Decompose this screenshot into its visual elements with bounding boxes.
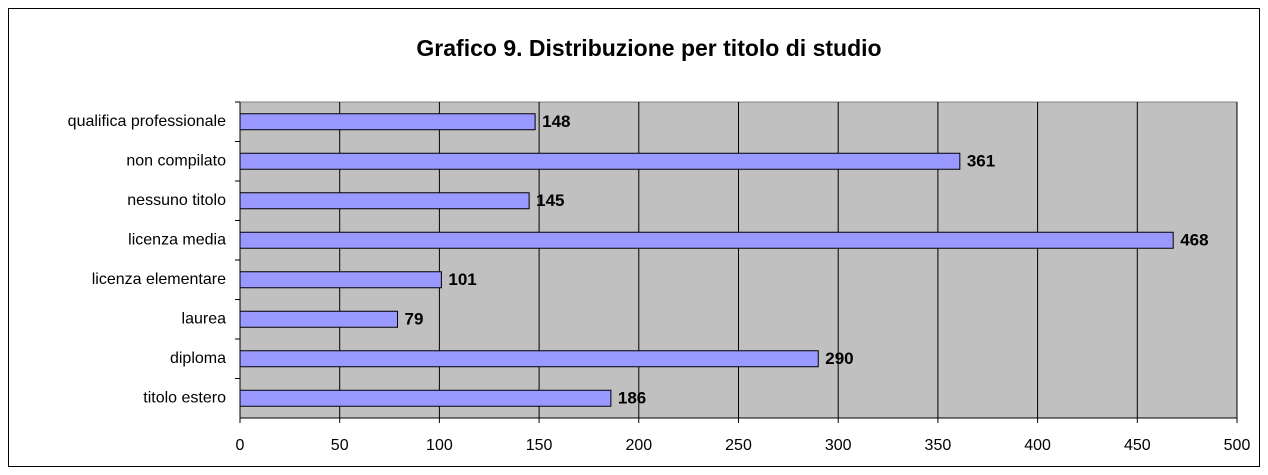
bar	[239, 310, 399, 328]
chart-title: Grafico 9. Distribuzione per titolo di s…	[416, 35, 881, 61]
x-tick-label: 50	[331, 437, 349, 454]
x-tick-label: 0	[236, 437, 245, 454]
bar	[239, 350, 819, 368]
x-tick-label: 300	[825, 437, 852, 454]
value-label: 148	[542, 112, 570, 131]
x-tick-label: 500	[1224, 437, 1251, 454]
value-label: 290	[825, 349, 853, 368]
bar	[239, 152, 961, 170]
x-tick-label: 350	[925, 437, 952, 454]
x-tick-label: 400	[1024, 437, 1051, 454]
x-tick-label: 100	[426, 437, 453, 454]
value-label: 101	[448, 270, 476, 289]
y-tick-label: diploma	[170, 350, 226, 367]
bar	[239, 113, 536, 131]
y-tick-label: titolo estero	[143, 389, 226, 406]
y-tick-label: licenza media	[128, 231, 226, 248]
value-label: 186	[618, 389, 646, 408]
y-tick-label: laurea	[182, 310, 227, 327]
x-tick-label: 200	[625, 437, 652, 454]
bar	[239, 231, 1174, 249]
x-tick-label: 150	[526, 437, 553, 454]
x-tick-label: 250	[725, 437, 752, 454]
y-tick-label: non compilato	[126, 152, 226, 169]
y-tick-label: nessuno titolo	[127, 192, 226, 209]
bar	[239, 389, 612, 407]
value-label: 468	[1180, 231, 1208, 250]
bar	[239, 271, 442, 289]
x-tick-label: 450	[1124, 437, 1151, 454]
y-tick-label: licenza elementare	[92, 271, 226, 288]
bar	[239, 192, 530, 210]
value-label: 361	[967, 152, 995, 171]
value-label: 145	[536, 191, 564, 210]
y-tick-label: qualifica professionale	[68, 113, 226, 130]
value-label: 79	[405, 310, 424, 329]
